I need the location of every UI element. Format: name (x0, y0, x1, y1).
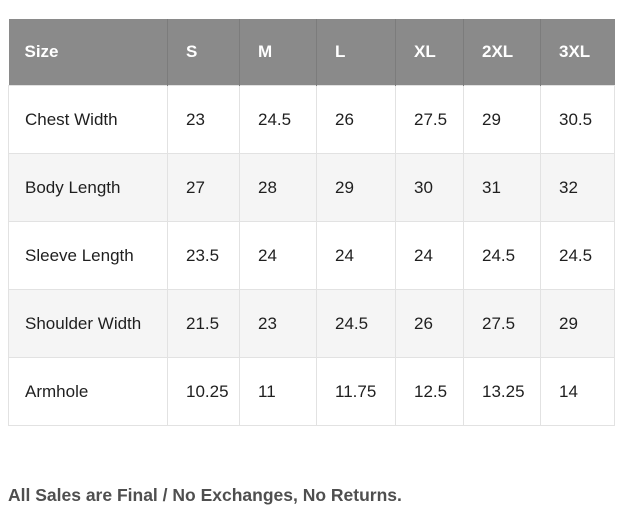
table-row: Body Length 27 28 29 30 31 32 (8, 153, 615, 222)
value-cell: 29 (540, 289, 615, 358)
value-cell: 24 (239, 221, 317, 290)
row-label-cell: Body Length (8, 153, 168, 222)
header-cell-l: L (316, 19, 396, 86)
value-cell: 24.5 (540, 221, 615, 290)
value-cell: 30 (395, 153, 464, 222)
value-cell: 27 (167, 153, 240, 222)
value-cell: 24.5 (463, 221, 541, 290)
value-cell: 12.5 (395, 357, 464, 426)
value-cell: 27.5 (395, 85, 464, 154)
row-label-cell: Chest Width (8, 85, 168, 154)
header-cell-s: S (167, 19, 240, 86)
table-row: Chest Width 23 24.5 26 27.5 29 30.5 (8, 85, 615, 154)
value-cell: 23 (167, 85, 240, 154)
row-label-cell: Shoulder Width (8, 289, 168, 358)
table-body: Chest Width 23 24.5 26 27.5 29 30.5 Body Length… (8, 85, 615, 426)
value-cell: 14 (540, 357, 615, 426)
value-cell: 11 (239, 357, 317, 426)
value-cell: 23.5 (167, 221, 240, 290)
value-cell: 29 (463, 85, 541, 154)
value-cell: 24.5 (316, 289, 396, 358)
value-cell: 21.5 (167, 289, 240, 358)
value-cell: 23 (239, 289, 317, 358)
row-label-cell: Sleeve Length (8, 221, 168, 290)
value-cell: 30.5 (540, 85, 615, 154)
value-cell: 13.25 (463, 357, 541, 426)
table-row: Shoulder Width 21.5 23 24.5 26 27.5 29 (8, 289, 615, 358)
row-label-cell: Armhole (8, 357, 168, 426)
value-cell: 26 (316, 85, 396, 154)
value-cell: 29 (316, 153, 396, 222)
header-row: Size S M L XL 2XL 3XL (8, 19, 615, 86)
table-header: Size S M L XL 2XL 3XL (8, 19, 615, 86)
header-cell-2xl: 2XL (463, 19, 541, 86)
table-row: Armhole 10.25 11 11.75 12.5 13.25 14 (8, 357, 615, 426)
sales-policy-note: All Sales are Final / No Exchanges, No R… (8, 485, 402, 505)
header-cell-xl: XL (395, 19, 464, 86)
header-cell-size: Size (8, 19, 168, 86)
header-cell-m: M (239, 19, 317, 86)
value-cell: 26 (395, 289, 464, 358)
value-cell: 24 (316, 221, 396, 290)
value-cell: 24 (395, 221, 464, 290)
value-cell: 24.5 (239, 85, 317, 154)
table-row: Sleeve Length 23.5 24 24 24 24.5 24.5 (8, 221, 615, 290)
value-cell: 11.75 (316, 357, 396, 426)
value-cell: 32 (540, 153, 615, 222)
value-cell: 27.5 (463, 289, 541, 358)
value-cell: 10.25 (167, 357, 240, 426)
size-chart-table: Size S M L XL 2XL 3XL Chest Width 23 24.5 26 27.5 2… (8, 19, 615, 426)
header-cell-3xl: 3XL (540, 19, 615, 86)
value-cell: 28 (239, 153, 317, 222)
value-cell: 31 (463, 153, 541, 222)
